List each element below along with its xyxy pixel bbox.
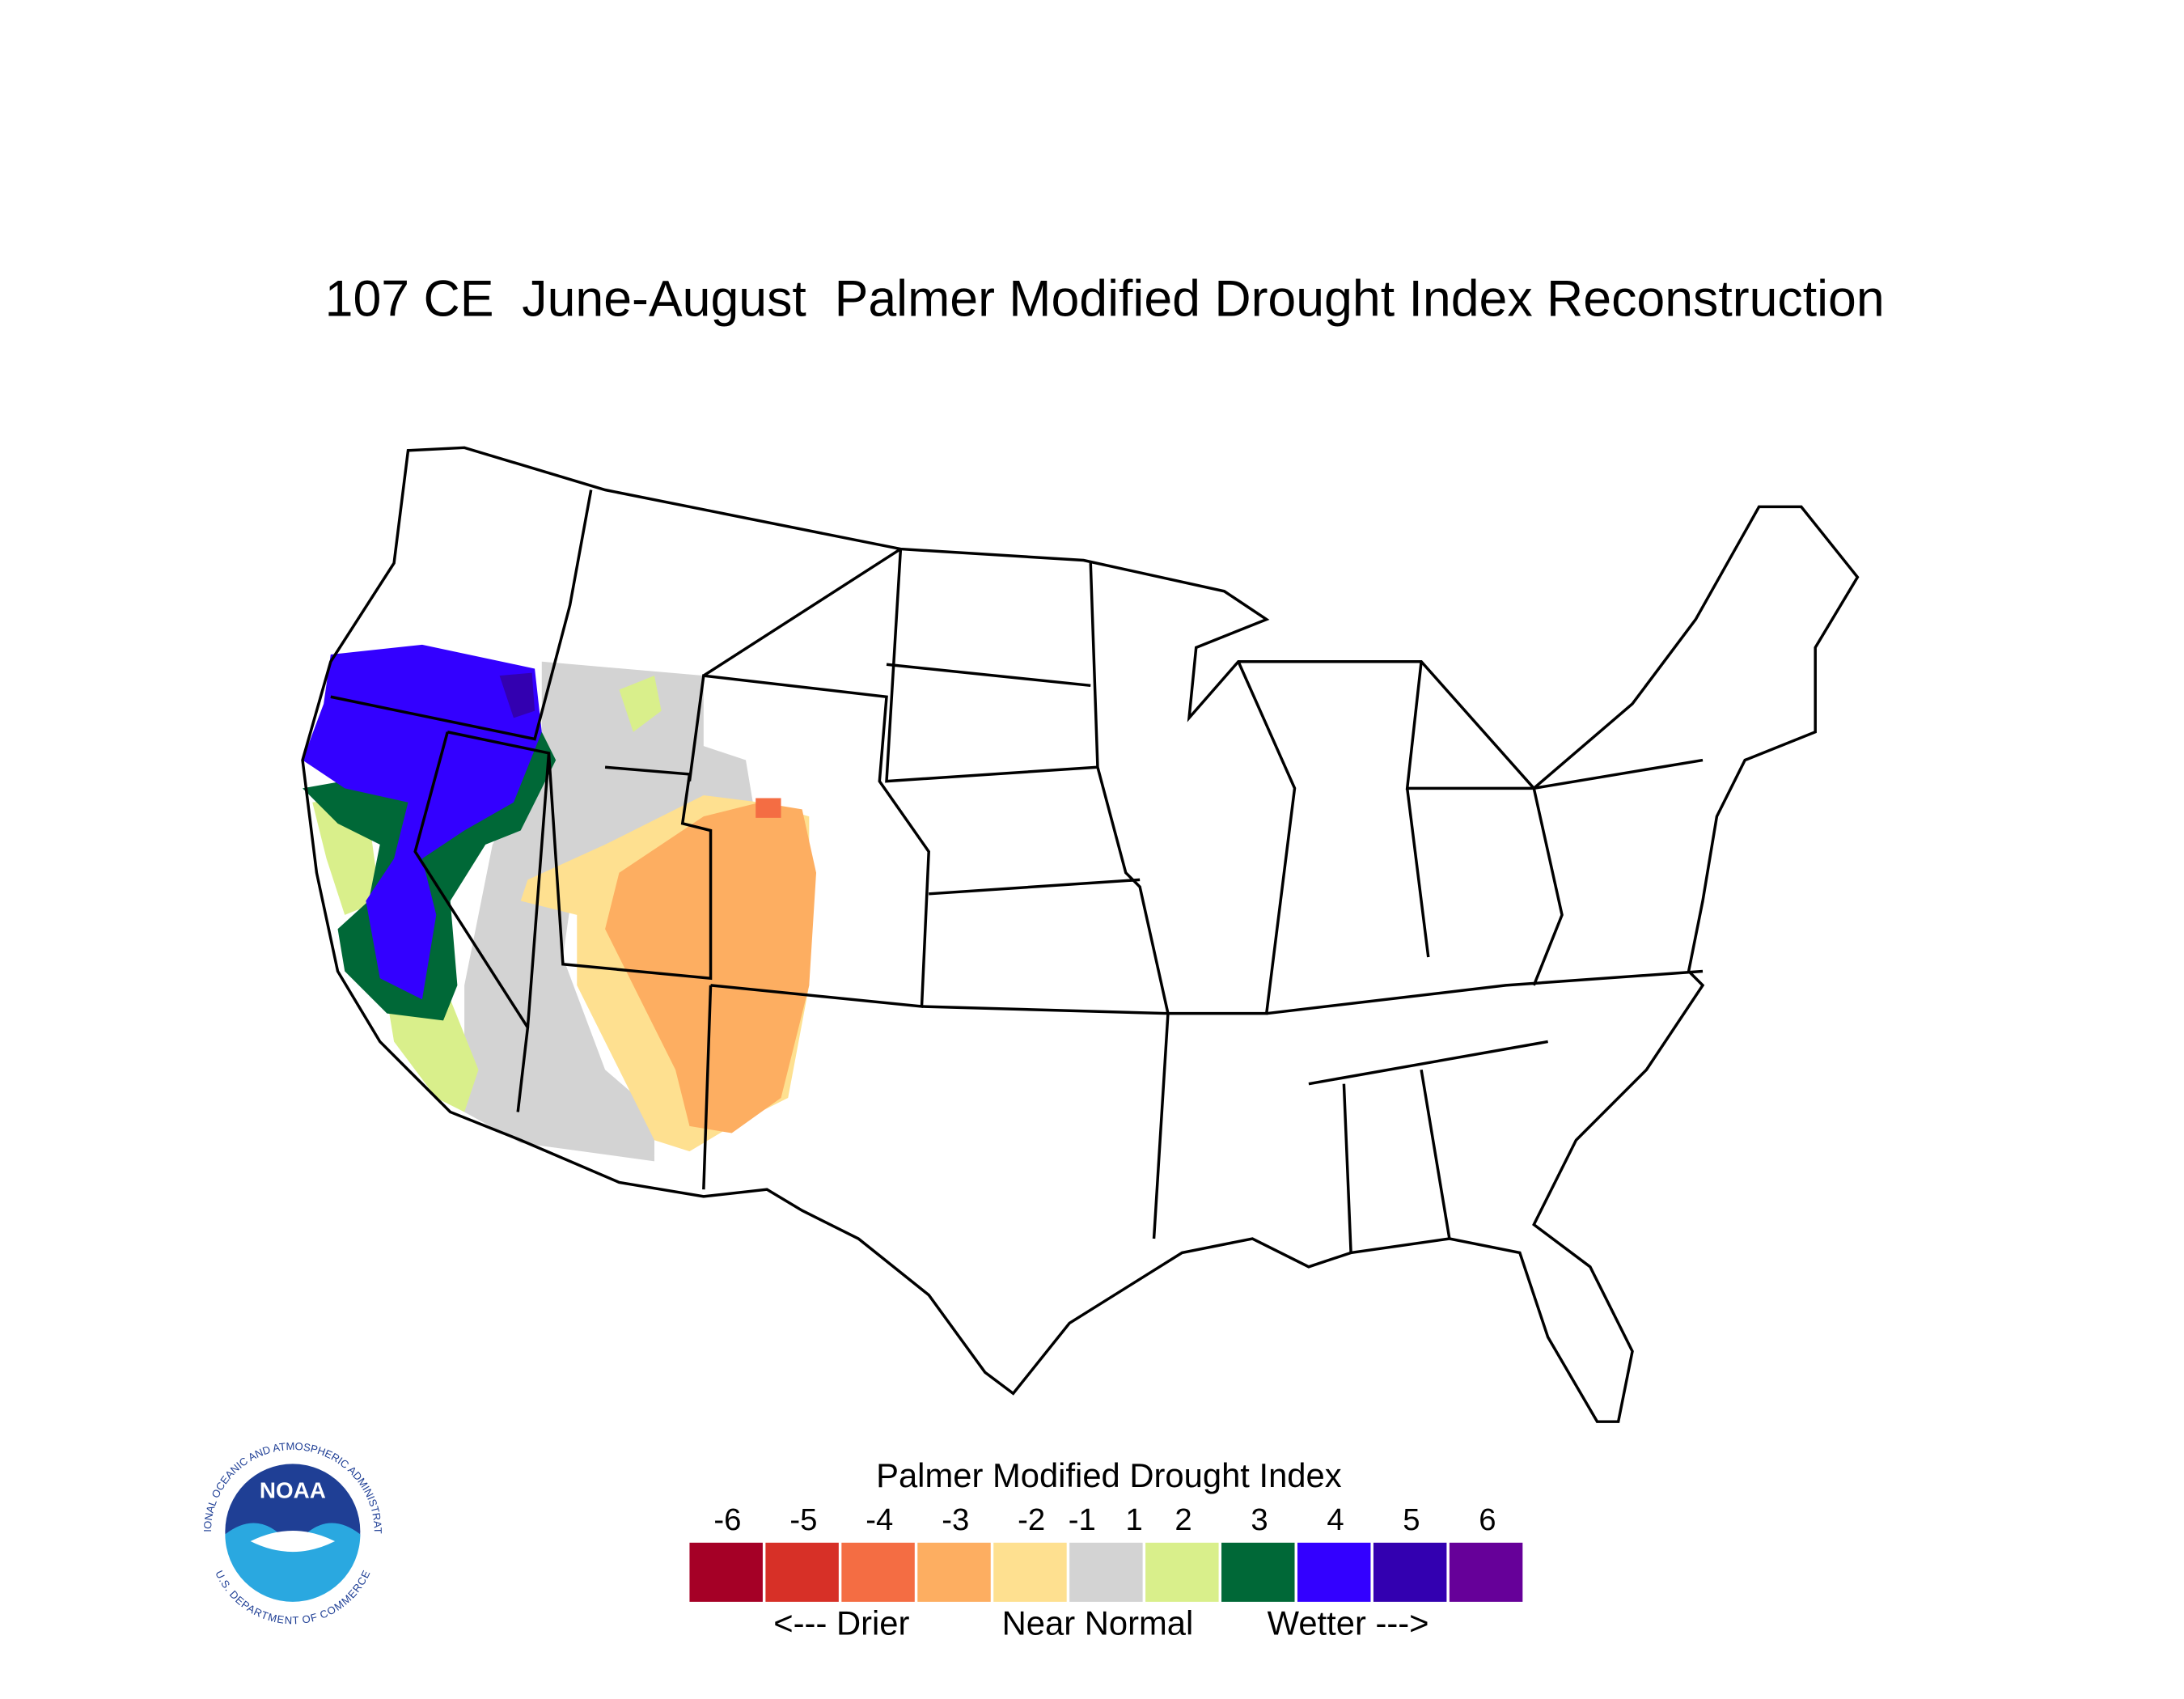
exceptionally-wet-cell: [499, 672, 535, 718]
legend-tick-label: -2: [1018, 1502, 1045, 1537]
legend-caption: <--- Drier: [773, 1604, 909, 1642]
legend-tick-label: 3: [1251, 1502, 1268, 1537]
oregon-border: [330, 489, 593, 741]
eastern-borders: [1266, 661, 1704, 1253]
legend-tick-label: 6: [1479, 1502, 1496, 1537]
legend-tick-label: -6: [713, 1502, 741, 1537]
us-outline: [301, 446, 1860, 1423]
wet-area: [387, 999, 479, 1112]
legend-tick-label: 1: [1126, 1502, 1143, 1537]
legend-swatch: [1069, 1542, 1143, 1602]
legend-swatch: [993, 1542, 1067, 1602]
dry-cell: [756, 798, 781, 818]
central-borders: [885, 549, 1297, 1239]
legend-swatch: [765, 1542, 839, 1602]
legend-swatch: [841, 1542, 915, 1602]
legend-swatch: [689, 1542, 763, 1602]
legend-caption: Wetter --->: [1268, 1604, 1429, 1642]
legend-swatch: [1297, 1542, 1371, 1602]
legend-swatch: [1221, 1542, 1295, 1602]
logo-bird: [250, 1531, 336, 1553]
legend-swatch: [1145, 1542, 1219, 1602]
logo-name: NOAA: [260, 1478, 326, 1503]
legend-swatch: [1373, 1542, 1447, 1602]
legend-swatch: [1449, 1542, 1523, 1602]
legend-caption: Near Normal: [1002, 1604, 1194, 1642]
legend-tick-label: -1: [1069, 1502, 1096, 1537]
legend: Palmer Modified Drought Index -6 -5 -4 -3 -2…: [689, 1456, 1523, 1642]
map-title: 107 CE June-August Palmer Modified Droug…: [325, 271, 1885, 328]
legend-tick-label: -3: [942, 1502, 969, 1537]
legend-swatch: [917, 1542, 991, 1602]
legend-tick-label: -4: [866, 1502, 893, 1537]
nevada-california-border: [413, 731, 530, 1112]
legend-tick-label: 4: [1327, 1502, 1344, 1537]
legend-tick-label: 5: [1403, 1502, 1420, 1537]
legend-tick-label: -5: [789, 1502, 817, 1537]
wet-cell: [619, 676, 662, 732]
legend-tick-label: 2: [1175, 1502, 1191, 1537]
legend-title: Palmer Modified Drought Index: [876, 1456, 1342, 1494]
state-boundaries: [301, 446, 1860, 1423]
